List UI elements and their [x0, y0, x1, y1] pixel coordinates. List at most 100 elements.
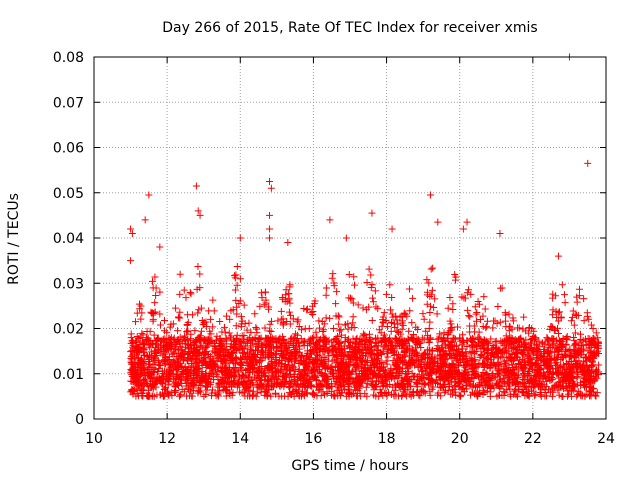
data-point [444, 331, 452, 339]
data-point [226, 315, 234, 323]
data-point [143, 328, 151, 336]
data-point [429, 264, 437, 272]
data-point [531, 392, 539, 400]
data-point [519, 346, 527, 354]
data-point [497, 375, 505, 383]
data-point [525, 358, 533, 366]
data-point [506, 354, 514, 362]
data-point [561, 350, 569, 358]
data-point [459, 355, 467, 363]
data-point [166, 323, 174, 331]
data-point [232, 322, 240, 330]
data-point [146, 343, 154, 351]
data-point [325, 336, 333, 344]
data-point [273, 375, 281, 383]
data-point [564, 392, 572, 400]
data-point [473, 363, 481, 371]
data-point [188, 380, 196, 388]
data-point [148, 339, 156, 347]
data-point [400, 338, 408, 346]
data-point [388, 318, 396, 326]
data-point [428, 286, 436, 294]
data-point [174, 336, 182, 344]
data-point [383, 382, 391, 390]
data-point [151, 299, 159, 307]
data-point [504, 335, 512, 343]
data-point [555, 330, 563, 338]
data-point [256, 302, 264, 310]
data-point [571, 382, 579, 390]
data-point [138, 309, 146, 317]
data-point [374, 351, 382, 359]
data-point [408, 319, 416, 327]
data-point [490, 344, 498, 352]
data-point [300, 304, 308, 312]
data-point [569, 307, 577, 315]
data-point [266, 320, 274, 328]
data-point [216, 335, 224, 343]
data-point [197, 341, 205, 349]
data-point [349, 378, 357, 386]
data-point [458, 293, 466, 301]
data-point [247, 346, 255, 354]
data-point [423, 370, 431, 378]
data-point [321, 320, 329, 328]
data-point [408, 346, 416, 354]
data-point [318, 371, 326, 379]
data-point [165, 353, 173, 361]
data-point [141, 216, 149, 224]
data-point [209, 369, 217, 377]
data-point [366, 366, 374, 374]
data-point [189, 349, 197, 357]
data-point [387, 345, 395, 353]
data-point [494, 350, 502, 358]
data-point [184, 327, 192, 335]
data-point [441, 342, 449, 350]
data-point [276, 383, 284, 391]
data-point [203, 335, 211, 343]
data-point [226, 343, 234, 351]
data-point [388, 225, 396, 233]
data-point [363, 380, 371, 388]
data-point [409, 331, 417, 339]
data-point [528, 339, 536, 347]
data-point [228, 382, 236, 390]
data-point [426, 308, 434, 316]
data-point [280, 369, 288, 377]
data-point [132, 318, 140, 326]
data-point [434, 347, 442, 355]
data-point [402, 361, 410, 369]
data-point [560, 363, 568, 371]
data-point [258, 294, 266, 302]
data-point [594, 347, 602, 355]
data-point [183, 321, 191, 329]
data-point [536, 369, 544, 377]
data-point [307, 309, 315, 317]
data-point [550, 384, 558, 392]
data-point [341, 334, 349, 342]
data-point [184, 340, 192, 348]
data-point [594, 371, 602, 379]
x-tick-label: 18 [378, 431, 396, 447]
data-point [294, 340, 302, 348]
data-point [240, 377, 248, 385]
data-point [527, 345, 535, 353]
data-point [474, 335, 482, 343]
data-point [253, 325, 261, 333]
data-point [425, 279, 433, 287]
data-point [223, 378, 231, 386]
data-point [212, 392, 220, 400]
data-point [222, 386, 230, 394]
data-point [266, 234, 274, 242]
data-point [151, 273, 159, 281]
data-point [261, 324, 269, 332]
data-point [420, 349, 428, 357]
data-point [159, 372, 167, 380]
data-point [448, 342, 456, 350]
data-point [366, 350, 374, 358]
data-point [311, 367, 319, 375]
data-point [572, 347, 580, 355]
data-point [223, 312, 231, 320]
data-point [554, 369, 562, 377]
data-point [295, 392, 303, 400]
